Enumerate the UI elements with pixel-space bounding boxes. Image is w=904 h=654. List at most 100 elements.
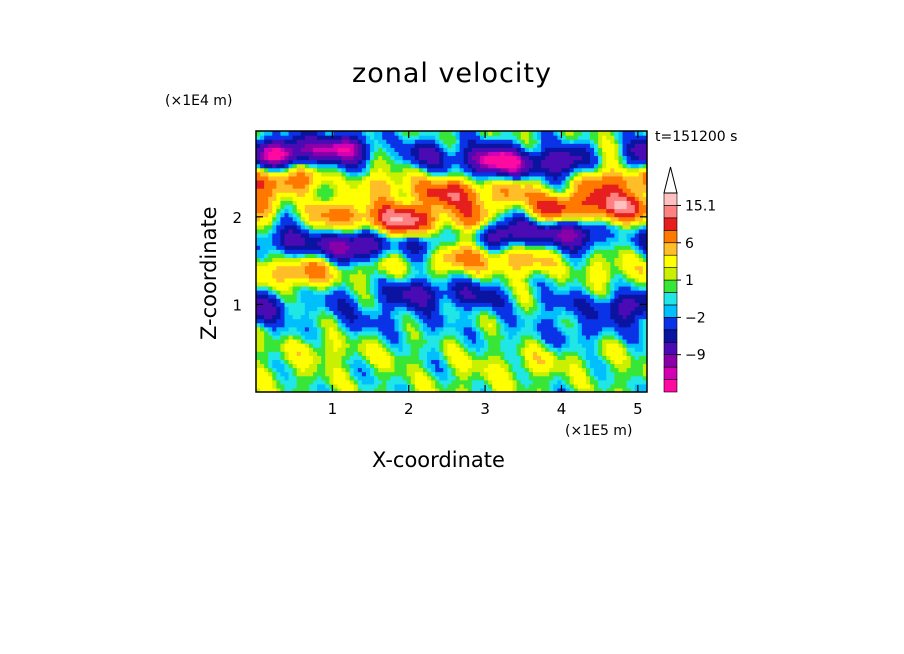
field-cell (480, 347, 485, 352)
field-cell (459, 375, 465, 381)
field-cell (524, 310, 530, 316)
field-cell (492, 310, 497, 316)
field-cell (524, 379, 530, 385)
field-cell (357, 269, 363, 275)
field-cell (256, 351, 261, 356)
field-cell (313, 334, 318, 340)
field-cell (500, 363, 506, 369)
field-cell (427, 163, 432, 169)
field-cell (284, 232, 290, 238)
field-cell (296, 326, 302, 332)
field-cell (569, 143, 575, 148)
field-cell (565, 363, 571, 369)
field-cell (280, 188, 286, 193)
field-cell (308, 163, 314, 169)
field-cell (272, 347, 277, 352)
field-cell (410, 131, 416, 136)
field-cell (321, 261, 326, 267)
field-cell (345, 188, 351, 193)
field-cell (382, 155, 387, 161)
field-cell (418, 257, 424, 263)
field-cell (345, 224, 351, 230)
field-cell (378, 359, 383, 365)
field-cell (378, 196, 383, 201)
field-cell (406, 322, 412, 328)
field-cell (524, 306, 530, 312)
field-cell (357, 334, 363, 340)
field-cell (520, 355, 526, 360)
field-cell (443, 253, 449, 259)
field-cell (537, 375, 542, 381)
field-cell (512, 314, 518, 320)
field-cell (492, 163, 497, 169)
field-cell (516, 220, 522, 226)
field-cell (471, 330, 477, 336)
field-cell (394, 379, 400, 385)
field-cell (256, 228, 261, 234)
field-cell (321, 310, 326, 316)
field-cell (341, 216, 347, 222)
field-cell (561, 285, 567, 291)
field-cell (463, 139, 469, 144)
field-cell (549, 306, 554, 312)
field-cell (488, 285, 493, 291)
field-cell (390, 232, 396, 238)
field-cell (443, 204, 449, 210)
field-cell (549, 359, 554, 365)
field-cell (357, 265, 363, 271)
field-cell (549, 139, 554, 144)
field-cell (280, 228, 286, 234)
field-cell (561, 253, 567, 259)
field-cell (260, 224, 265, 230)
field-cell (492, 208, 497, 214)
field-cell (349, 192, 355, 197)
field-cell (313, 175, 318, 181)
field-cell (451, 306, 457, 312)
field-cell (370, 228, 375, 234)
field-cell (313, 302, 318, 307)
field-cell (333, 343, 339, 348)
field-cell (447, 143, 453, 148)
field-cell (516, 204, 522, 210)
field-cell (280, 261, 286, 267)
field-cell (508, 167, 514, 173)
field-cell (484, 269, 489, 275)
field-cell (333, 147, 339, 152)
field-cell (541, 363, 546, 369)
field-cell (418, 220, 424, 226)
field-cell (349, 302, 355, 307)
field-cell (296, 273, 302, 279)
field-cell (337, 155, 343, 161)
field-cell (569, 200, 575, 206)
field-cell (341, 151, 347, 157)
field-cell (414, 310, 420, 316)
field-cell (463, 322, 469, 328)
field-cell (557, 188, 563, 193)
field-cell (569, 139, 575, 144)
field-cell (549, 310, 554, 316)
field-cell (341, 249, 347, 254)
field-cell (284, 330, 290, 336)
field-cell (451, 232, 457, 238)
field-cell (304, 188, 310, 193)
field-cell (272, 343, 277, 348)
field-cell (488, 281, 493, 287)
field-cell (512, 216, 518, 222)
field-cell (284, 375, 290, 381)
field-cell (365, 179, 371, 185)
field-cell (365, 237, 371, 242)
field-cell (549, 208, 554, 214)
field-cell (370, 143, 375, 148)
field-cell (549, 257, 554, 263)
field-cell (357, 155, 363, 161)
field-cell (268, 363, 273, 369)
field-cell (512, 383, 518, 389)
field-cell (447, 163, 453, 169)
field-cell (374, 224, 379, 230)
field-cell (374, 228, 379, 234)
field-cell (394, 253, 400, 259)
field-cell (500, 196, 506, 201)
field-cell (256, 232, 261, 238)
field-cell (382, 359, 387, 365)
field-cell (308, 379, 314, 385)
